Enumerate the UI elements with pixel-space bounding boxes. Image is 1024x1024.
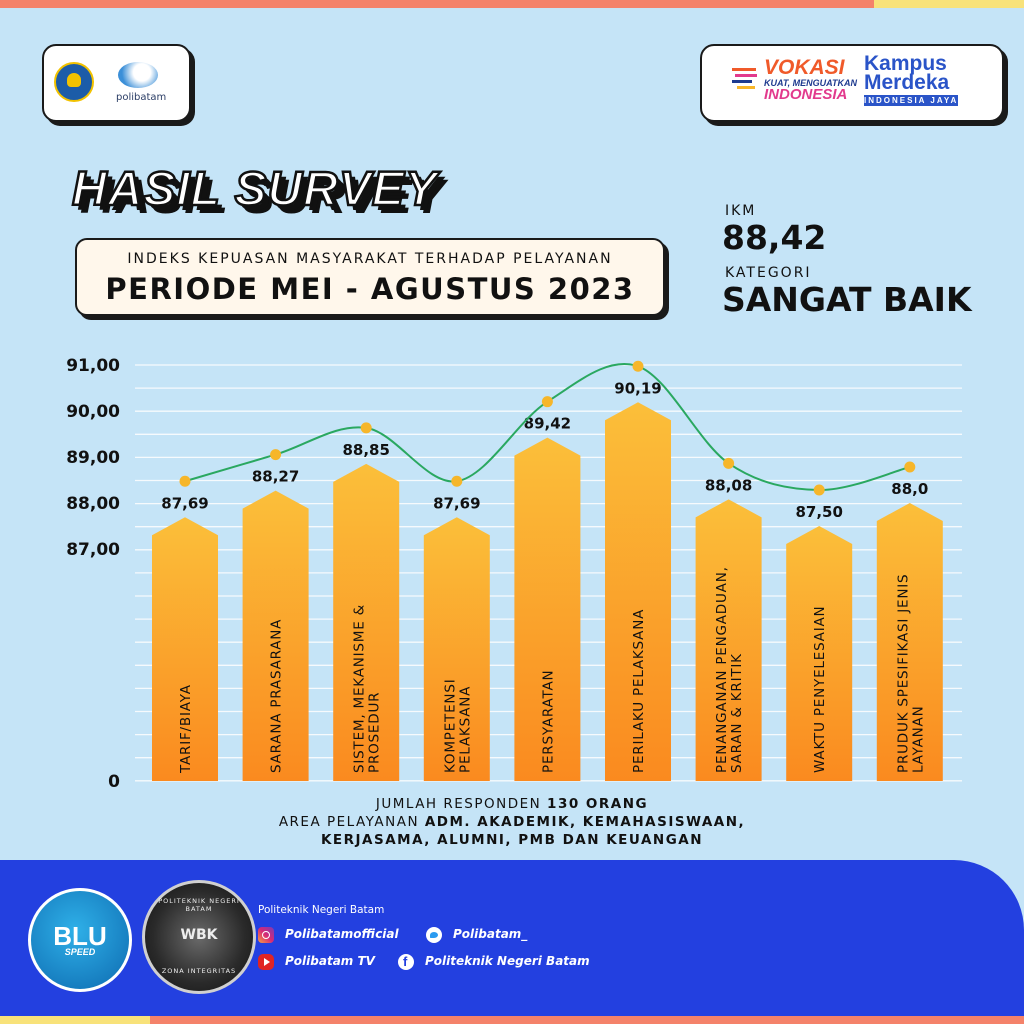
facebook-icon[interactable]	[398, 954, 414, 970]
bar-value-label: 88,08	[705, 476, 752, 494]
facebook-handle[interactable]: Politeknik Negeri Batam	[425, 954, 590, 968]
bar	[242, 490, 309, 781]
trend-marker	[451, 475, 463, 487]
trend-marker	[270, 449, 282, 461]
subtitle: INDEKS KEPUASAN MASYARAKAT TERHADAP PELA…	[127, 251, 613, 267]
category-label-line: LAYANAN	[910, 706, 926, 773]
category-label-line: PERSYARATAN	[540, 670, 556, 773]
bar	[695, 499, 762, 781]
polibatam-logo-icon	[118, 62, 158, 88]
trend-marker	[632, 360, 644, 372]
y-tick-label: 87,00	[66, 540, 120, 560]
youtube-handle[interactable]: Polibatam TV	[285, 954, 375, 968]
y-tick-label: 88,00	[66, 494, 120, 514]
trend-marker	[360, 422, 372, 434]
category-label: PERILAKU PELAKSANA	[631, 609, 647, 773]
top-stripe	[0, 0, 1024, 8]
wbk-badge-main: WBK	[180, 927, 218, 943]
ikm-value: 88,42	[722, 218, 827, 257]
twitter-handle[interactable]: Polibatam_	[453, 927, 528, 941]
period-label: PERIODE MEI - AGUSTUS 2023	[105, 272, 635, 306]
youtube-icon[interactable]	[258, 954, 274, 970]
category-label-line: WAKTU PENYELESAIAN	[812, 606, 828, 773]
institution-name: Politeknik Negeri Batam	[258, 904, 385, 916]
bar	[786, 526, 853, 781]
y-tick-label: 0	[108, 772, 120, 790]
bar-value-label: 89,42	[524, 415, 571, 433]
trend-marker	[541, 396, 553, 408]
logo-box-left: polibatam	[42, 44, 191, 122]
bar	[514, 437, 581, 781]
bar-value-label: 87,69	[161, 494, 208, 512]
polibatam-logo-text: polibatam	[116, 92, 167, 103]
trend-marker	[179, 475, 191, 487]
bar	[152, 517, 218, 781]
bar	[423, 517, 490, 781]
wbk-badge-bottom: ZONA INTEGRITAS	[161, 967, 237, 975]
bar-value-label: 87,69	[433, 494, 480, 512]
bar-value-label: 88,0	[891, 480, 928, 498]
instagram-icon[interactable]	[258, 927, 274, 943]
respondent-prefix: JUMLAH RESPONDEN	[375, 796, 542, 812]
vokasi-stripes-icon	[732, 68, 757, 89]
category-label-line: PERILAKU PELAKSANA	[631, 609, 647, 773]
y-tick-label: 89,00	[66, 448, 120, 468]
trend-marker	[723, 457, 735, 469]
category-value: SANGAT BAIK	[722, 280, 972, 319]
category-label-line: SARANA PRASARANA	[269, 619, 285, 773]
category-label-line: PELAKSANA	[457, 686, 473, 773]
category-label-line: PRUDUK SPESIFIKASI JENIS	[895, 574, 911, 773]
period-box: INDEKS KEPUASAN MASYARAKAT TERHADAP PELA…	[75, 238, 665, 316]
bar-value-label: 87,50	[795, 503, 842, 521]
twitter-icon[interactable]	[426, 927, 442, 943]
ikm-label: IKM	[725, 203, 757, 219]
category-label: TARIF/BIAYA	[178, 684, 194, 774]
respondent-info: JUMLAH RESPONDEN 130 ORANG AREA PELAYANA…	[0, 795, 1024, 849]
category-label: SARANA PRASARANA	[269, 619, 285, 773]
category-label: SISTEM, MEKANISME &PROSEDUR	[352, 604, 383, 773]
blu-logo-sub: SPEED	[64, 947, 96, 957]
area-line2: KERJASAMA, ALUMNI, PMB DAN KEUANGAN	[320, 832, 704, 848]
area-prefix: AREA PELAYANAN	[278, 814, 420, 830]
category-label: PRUDUK SPESIFIKASI JENISLAYANAN	[895, 574, 926, 773]
category-label-line: PROSEDUR	[367, 692, 383, 773]
category-label-line: KOMPETENSI	[442, 679, 458, 773]
bottom-stripe	[0, 1016, 1024, 1024]
trend-marker	[904, 461, 916, 473]
category-label: WAKTU PENYELESAIAN	[812, 606, 828, 773]
blu-speed-logo: BLU SPEED	[28, 888, 132, 992]
kampus-merdeka-logo: Kampus Merdeka INDONESIA JAYA	[864, 52, 959, 106]
category-label-line: SARAN & KRITIK	[729, 653, 745, 773]
category-label: KATEGORI	[725, 265, 812, 281]
category-label-line: TARIF/BIAYA	[178, 684, 194, 774]
category-label: KOMPETENSIPELAKSANA	[442, 679, 473, 773]
wbk-badge-top: POLITEKNIK NEGERI BATAM	[158, 897, 240, 913]
logo-box-right: VOKASI KUAT, MENGUATKAN INDONESIA Kampus…	[700, 44, 1004, 122]
survey-chart: 91,00 90,00 89,00 88,00 87,00 0 87,69 TARIF/BIA…	[66, 356, 962, 790]
category-label: PERSYARATAN	[540, 670, 556, 773]
y-tick-label: 90,00	[66, 402, 120, 422]
instagram-handle[interactable]: Polibatamofficial	[285, 927, 399, 941]
bar-value-label: 88,27	[252, 468, 299, 486]
bar	[605, 402, 671, 781]
category-label-line: SISTEM, MEKANISME &	[352, 604, 368, 773]
tutwuri-logo-icon	[54, 62, 94, 102]
wbk-badge-logo: POLITEKNIK NEGERI BATAM WBK ZONA INTEGRI…	[142, 880, 256, 994]
trend-marker	[813, 484, 825, 496]
category-label: PENANGANAN PENGADUAN,SARAN & KRITIK	[714, 566, 745, 773]
page-title: HASIL SURVEY	[71, 162, 438, 218]
bar	[876, 503, 943, 781]
category-label-line: PENANGANAN PENGADUAN,	[714, 566, 730, 773]
vokasi-logo: VOKASI KUAT, MENGUATKAN INDONESIA	[764, 56, 857, 103]
bar-value-label: 88,85	[342, 441, 389, 459]
bar-value-label: 90,19	[614, 379, 661, 397]
area-line1: ADM. AKADEMIK, KEMAHASISWAAN,	[424, 814, 746, 830]
bar	[333, 463, 400, 781]
respondent-count: 130 ORANG	[547, 796, 649, 812]
blu-logo-text: BLU	[53, 921, 107, 951]
y-tick-label: 91,00	[66, 356, 120, 376]
